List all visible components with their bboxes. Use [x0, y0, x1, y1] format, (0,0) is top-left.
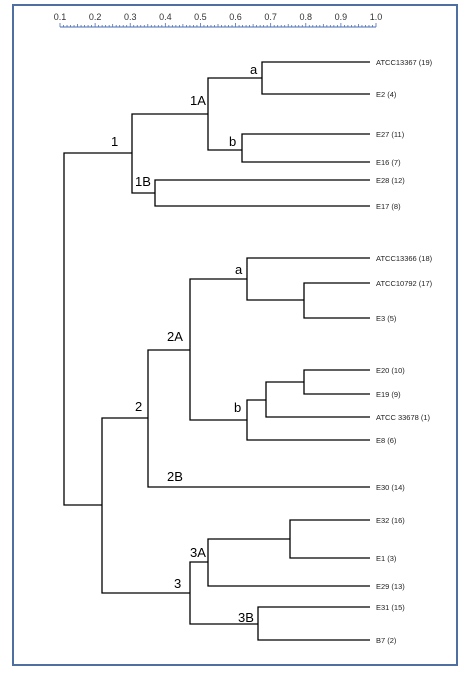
- leaf-label: E30 (14): [376, 483, 405, 492]
- branch-1A-b: [241, 133, 370, 163]
- branches: [63, 61, 370, 641]
- leaf-label: E17 (8): [376, 202, 401, 211]
- leaf-label: E16 (7): [376, 158, 401, 167]
- leaf-label: ATCC10792 (17): [376, 279, 433, 288]
- leaf-label: E3 (5): [376, 314, 397, 323]
- branch-E20-E19-ATCC33678: [265, 381, 370, 418]
- leaf-label: E28 (12): [376, 176, 405, 185]
- leaf-label: ATCC 33678 (1): [376, 413, 431, 422]
- scale-tick-labels: 0.1 0.2 0.3 0.4 0.5 0.6 0.7 0.8 0.9 1.0: [54, 12, 383, 22]
- scale-tick-label: 0.1: [54, 12, 67, 22]
- leaf-label: E2 (4): [376, 90, 397, 99]
- leaf-label: E8 (6): [376, 436, 397, 445]
- leaf-label: E32 (16): [376, 516, 405, 525]
- branch-2A-a: [246, 257, 370, 301]
- similarity-scale: 0.1 0.2 0.3 0.4 0.5 0.6 0.7 0.8 0.9 1.0: [54, 12, 383, 28]
- cluster-label-3: 3: [174, 576, 181, 591]
- cluster-label-1A-b: b: [229, 134, 236, 149]
- cluster-label-1A-a: a: [250, 62, 258, 77]
- scale-tick-label: 0.6: [229, 12, 242, 22]
- scale-tick-label: 0.8: [300, 12, 313, 22]
- branch-3B: [257, 606, 370, 641]
- leaf-label: E20 (10): [376, 366, 405, 375]
- leaf-labels: ATCC13367 (19) E2 (4) E27 (11) E16 (7) E…: [376, 58, 433, 645]
- leaf-label: ATCC13367 (19): [376, 58, 433, 67]
- leaf-label: E27 (11): [376, 130, 405, 139]
- leaf-label: E1 (3): [376, 554, 397, 563]
- cluster-labels: a 1A b 1 1B a 2A 2 b 2B 3A 3 3B: [111, 62, 258, 625]
- branch-3A: [207, 538, 370, 587]
- cluster-label-2A: 2A: [167, 329, 183, 344]
- leaf-label: ATCC13366 (18): [376, 254, 433, 263]
- cluster-label-3A: 3A: [190, 545, 206, 560]
- branch-E32-E1: [289, 519, 370, 559]
- branch-1A-a: [261, 61, 370, 95]
- scale-tick-label: 0.9: [335, 12, 348, 22]
- cluster-label-2A-b: b: [234, 400, 241, 415]
- cluster-label-1A: 1A: [190, 93, 206, 108]
- cluster-label-1: 1: [111, 134, 118, 149]
- leaf-label: E19 (9): [376, 390, 401, 399]
- branch-root: [63, 152, 132, 506]
- scale-tick-label: 0.2: [89, 12, 102, 22]
- figure-frame: [12, 4, 458, 666]
- scale-ticks: [59, 23, 377, 27]
- scale-tick-label: 1.0: [370, 12, 383, 22]
- cluster-label-2A-a: a: [235, 262, 243, 277]
- scale-tick-label: 0.7: [264, 12, 277, 22]
- cluster-label-2: 2: [135, 399, 142, 414]
- cluster-label-2B: 2B: [167, 469, 183, 484]
- leaf-label: E31 (15): [376, 603, 405, 612]
- branch-ATCC10792-E3: [303, 282, 370, 319]
- branch-E20-E19: [303, 369, 370, 395]
- branch-2-3: [101, 417, 190, 594]
- branch-2A: [189, 278, 247, 421]
- scale-tick-label: 0.3: [124, 12, 137, 22]
- cluster-label-3B: 3B: [238, 610, 254, 625]
- leaf-label: B7 (2): [376, 636, 397, 645]
- scale-tick-label: 0.4: [159, 12, 172, 22]
- cluster-label-1B: 1B: [135, 174, 151, 189]
- branch-1B: [154, 179, 370, 207]
- scale-tick-label: 0.5: [194, 12, 207, 22]
- leaf-label: E29 (13): [376, 582, 405, 591]
